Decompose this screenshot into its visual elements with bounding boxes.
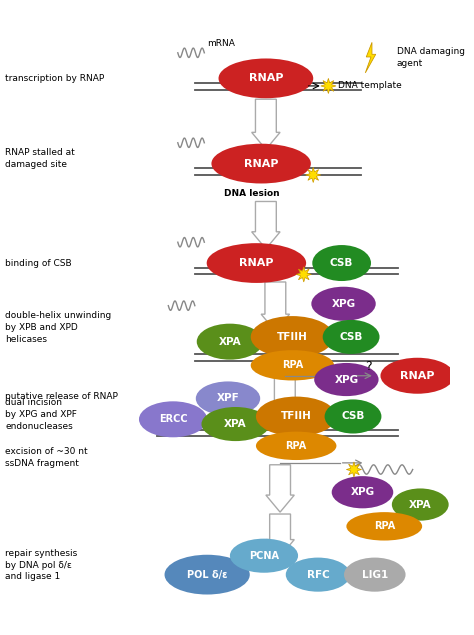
- Text: mRNA: mRNA: [207, 39, 235, 48]
- Text: XPG: XPG: [350, 487, 374, 497]
- Text: RPA: RPA: [374, 521, 395, 531]
- Ellipse shape: [346, 512, 422, 540]
- Ellipse shape: [286, 558, 350, 592]
- Ellipse shape: [325, 399, 382, 434]
- FancyArrow shape: [266, 514, 294, 557]
- Ellipse shape: [251, 316, 334, 358]
- Text: XPA: XPA: [219, 337, 241, 347]
- Text: POL δ/ε: POL δ/ε: [187, 570, 228, 580]
- Ellipse shape: [323, 320, 380, 354]
- Text: DNA lesion: DNA lesion: [224, 189, 280, 198]
- Text: double-helix unwinding
by XPB and XPD
helicases: double-helix unwinding by XPB and XPD he…: [5, 311, 112, 344]
- Text: DNA template: DNA template: [338, 81, 401, 90]
- Text: CSB: CSB: [330, 258, 353, 268]
- Text: TFIIH: TFIIH: [277, 332, 308, 342]
- Ellipse shape: [392, 488, 449, 521]
- Text: RPA: RPA: [282, 360, 303, 370]
- Text: CSB: CSB: [341, 411, 365, 422]
- Text: XPF: XPF: [217, 394, 239, 403]
- Text: TFIIH: TFIIH: [281, 411, 311, 422]
- Text: putative release of RNAP: putative release of RNAP: [5, 392, 118, 401]
- Ellipse shape: [332, 476, 393, 509]
- Text: CSB: CSB: [339, 332, 363, 342]
- Text: RNAP: RNAP: [400, 371, 435, 381]
- Text: LIG1: LIG1: [362, 570, 388, 580]
- Ellipse shape: [139, 401, 207, 438]
- Polygon shape: [296, 267, 311, 282]
- Ellipse shape: [207, 243, 306, 283]
- Text: RFC: RFC: [307, 570, 329, 580]
- Text: XPA: XPA: [224, 419, 247, 429]
- FancyArrow shape: [261, 282, 290, 331]
- Text: repair synthesis
by DNA pol δ/ε
and ligase 1: repair synthesis by DNA pol δ/ε and liga…: [5, 549, 78, 582]
- Ellipse shape: [196, 382, 260, 415]
- Text: RNAP: RNAP: [239, 258, 273, 268]
- Ellipse shape: [256, 432, 337, 460]
- Text: XPA: XPA: [409, 500, 431, 509]
- Polygon shape: [365, 43, 376, 73]
- Polygon shape: [321, 78, 336, 93]
- FancyArrow shape: [266, 465, 294, 512]
- Text: RNAP stalled at
damaged site: RNAP stalled at damaged site: [5, 149, 75, 170]
- Text: RNAP: RNAP: [249, 74, 283, 83]
- Ellipse shape: [201, 407, 270, 441]
- Text: XPG: XPG: [334, 375, 358, 385]
- Text: binding of CSB: binding of CSB: [5, 258, 72, 267]
- Ellipse shape: [344, 558, 406, 592]
- Text: PCNA: PCNA: [249, 551, 279, 561]
- Ellipse shape: [164, 555, 250, 594]
- Ellipse shape: [211, 144, 311, 184]
- Ellipse shape: [219, 58, 313, 98]
- Text: RPA: RPA: [285, 441, 307, 451]
- Ellipse shape: [251, 350, 334, 380]
- FancyArrow shape: [271, 378, 299, 427]
- Text: ERCC: ERCC: [159, 414, 187, 424]
- Text: XPG: XPG: [331, 298, 356, 309]
- Polygon shape: [306, 168, 321, 182]
- Text: ?: ?: [365, 360, 372, 373]
- Ellipse shape: [314, 363, 379, 396]
- Text: RNAP: RNAP: [244, 159, 278, 169]
- Ellipse shape: [256, 397, 337, 436]
- Ellipse shape: [230, 538, 298, 573]
- Ellipse shape: [312, 245, 371, 281]
- Text: DNA damaging
agent: DNA damaging agent: [397, 47, 465, 68]
- Text: dual incision
by XPG and XPF
endonucleases: dual incision by XPG and XPF endonucleas…: [5, 398, 77, 431]
- Text: transcription by RNAP: transcription by RNAP: [5, 74, 105, 83]
- Ellipse shape: [381, 358, 455, 394]
- Ellipse shape: [311, 287, 376, 321]
- FancyArrow shape: [252, 99, 280, 149]
- Ellipse shape: [197, 324, 263, 359]
- Text: excision of ~30 nt
ssDNA fragment: excision of ~30 nt ssDNA fragment: [5, 447, 88, 467]
- Polygon shape: [346, 462, 362, 477]
- FancyArrow shape: [252, 201, 280, 249]
